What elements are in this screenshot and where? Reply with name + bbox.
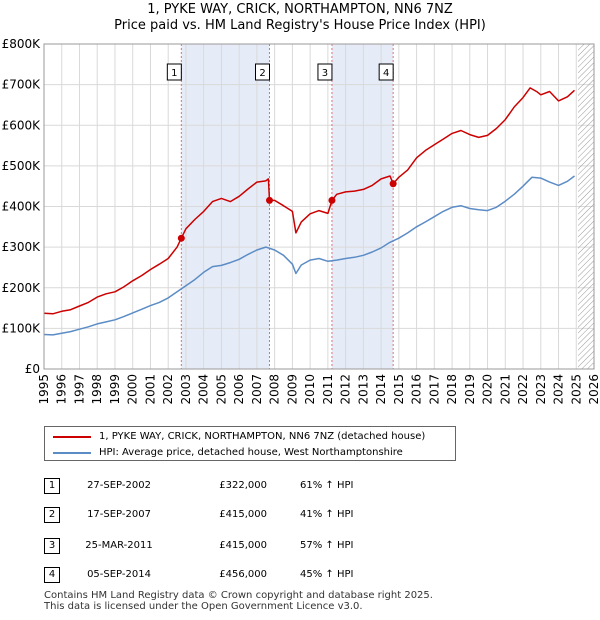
- legend-label-hpi: HPI: Average price, detached house, West…: [99, 447, 403, 458]
- sale-point-marker: [389, 180, 397, 188]
- price-chart: 1 2 3 4 £0 £100K £200K £300K £400K £500K £600K £700…: [2, 37, 600, 405]
- sale-row: 2 17-SEP-2007 £415,000 41% ↑ HPI: [44, 507, 444, 523]
- x-tick-label: 2005: [214, 374, 228, 405]
- x-tick-label: 1997: [72, 374, 86, 405]
- y-tick-label: £200K: [2, 281, 42, 295]
- sale-number-badge: 2: [44, 507, 60, 523]
- x-tick-label: 1996: [55, 374, 69, 405]
- sale-date: 27-SEP-2002: [87, 480, 151, 491]
- y-tick-label: £100K: [2, 321, 42, 335]
- x-tick-label: 1995: [37, 374, 51, 405]
- sale-date: 17-SEP-2007: [87, 509, 151, 520]
- x-tick-label: 2008: [268, 374, 282, 405]
- legend-swatch-property: [53, 436, 91, 438]
- x-tick-label: 2004: [197, 374, 211, 405]
- x-tick-label: 1998: [90, 374, 104, 405]
- sale-date: 25-MAR-2011: [85, 540, 153, 551]
- property-price-line: [43, 87, 576, 315]
- x-tick-label: 2015: [392, 374, 406, 405]
- sale-date: 05-SEP-2014: [87, 569, 151, 580]
- footer-licence: This data is licensed under the Open Gov…: [44, 601, 363, 612]
- sale-price: £456,000: [219, 569, 267, 580]
- x-tick-label: 2017: [427, 374, 441, 405]
- sale-hpi-change: 61% ↑ HPI: [300, 480, 354, 491]
- legend-swatch-hpi: [53, 452, 91, 454]
- x-tick-label: 2001: [143, 374, 157, 405]
- chart-title-address: 1, PYKE WAY, CRICK, NORTHAMPTON, NN6 7NZ: [147, 2, 453, 17]
- legend-label-property: 1, PYKE WAY, CRICK, NORTHAMPTON, NN6 7NZ…: [99, 431, 426, 442]
- sale-number-box: [378, 63, 394, 81]
- x-tick-label: 2013: [356, 374, 370, 405]
- x-tick-label: 2024: [552, 374, 566, 405]
- x-tick-label: 2000: [126, 374, 140, 405]
- sale-point-marker: [328, 196, 336, 204]
- x-tick-label: 2020: [481, 374, 495, 405]
- hpi-line: [43, 175, 575, 336]
- x-tick-label: 2021: [498, 374, 512, 405]
- x-tick-label: 2025: [569, 374, 583, 405]
- sale-number-badge: 1: [44, 478, 60, 494]
- x-tick-label: 2007: [250, 374, 264, 405]
- copyright-footer: Contains HM Land Registry data © Crown c…: [44, 590, 433, 612]
- sale-number-label: 1: [171, 68, 177, 79]
- x-tick-label: 2003: [179, 374, 193, 405]
- y-tick-label: £800K: [2, 37, 42, 51]
- chart-legend: 1, PYKE WAY, CRICK, NORTHAMPTON, NN6 7NZ…: [44, 426, 456, 461]
- sale-price: £322,000: [219, 480, 267, 491]
- x-tick-label: 2019: [463, 374, 477, 405]
- y-tick-label: £400K: [2, 200, 42, 214]
- chart-title-subtitle: Price paid vs. HM Land Registry's House …: [114, 18, 486, 33]
- x-tick-label: 2022: [516, 374, 530, 405]
- x-tick-label: 2009: [285, 374, 299, 405]
- sale-price: £415,000: [219, 509, 267, 520]
- x-tick-label: 2016: [410, 374, 424, 405]
- chart-title-block: 1, PYKE WAY, CRICK, NORTHAMPTON, NN6 7NZ…: [0, 2, 600, 34]
- y-tick-label: £700K: [2, 78, 42, 92]
- sale-number-box: [166, 63, 182, 81]
- x-tick-label: 2006: [232, 374, 246, 405]
- x-tick-label: 1999: [108, 374, 122, 405]
- x-tick-label: 2010: [303, 374, 317, 405]
- sale-row: 4 05-SEP-2014 £456,000 45% ↑ HPI: [44, 567, 444, 583]
- sale-number-label: 2: [259, 68, 265, 79]
- x-tick-label: 2023: [534, 374, 548, 405]
- y-tick-label: £600K: [2, 118, 42, 132]
- sale-number-box: [255, 63, 270, 81]
- y-tick-label: £0: [25, 362, 40, 376]
- sale-number-badge: 3: [44, 538, 60, 554]
- sale-point-marker: [266, 196, 273, 204]
- x-tick-label: 2011: [321, 374, 335, 405]
- sale-row: 1 27-SEP-2002 £322,000 61% ↑ HPI: [44, 478, 444, 494]
- sale-number-box: [317, 63, 333, 81]
- sale-hpi-change: 41% ↑ HPI: [300, 509, 354, 520]
- sale-point-marker: [177, 234, 185, 242]
- y-tick-label: £300K: [2, 240, 42, 254]
- x-tick-label: 2026: [587, 374, 600, 405]
- footer-copyright: Contains HM Land Registry data © Crown c…: [44, 590, 433, 601]
- sale-row: 3 25-MAR-2011 £415,000 57% ↑ HPI: [44, 538, 444, 554]
- x-tick-label: 2012: [339, 374, 353, 405]
- sale-hpi-change: 45% ↑ HPI: [300, 569, 354, 580]
- plot-border: [43, 43, 595, 370]
- forecast-hatch: [578, 44, 594, 369]
- sale-number-badge: 4: [44, 567, 60, 583]
- sale-price: £415,000: [219, 540, 267, 551]
- y-tick-label: £500K: [2, 159, 42, 173]
- sale-number-label: 3: [322, 68, 328, 79]
- sale-number-label: 4: [383, 68, 389, 79]
- x-tick-label: 2014: [374, 374, 388, 405]
- x-tick-label: 2018: [445, 374, 459, 405]
- sale-hpi-change: 57% ↑ HPI: [300, 540, 354, 551]
- x-tick-label: 2002: [161, 374, 175, 405]
